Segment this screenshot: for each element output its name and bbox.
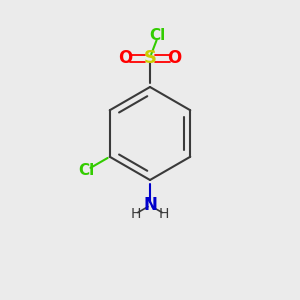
Text: H: H [130,207,141,221]
Text: Cl: Cl [78,163,94,178]
Text: N: N [143,196,157,214]
Text: Cl: Cl [149,28,166,44]
Text: H: H [159,207,169,221]
Text: O: O [167,50,182,68]
Text: O: O [118,50,133,68]
Text: S: S [143,50,157,68]
